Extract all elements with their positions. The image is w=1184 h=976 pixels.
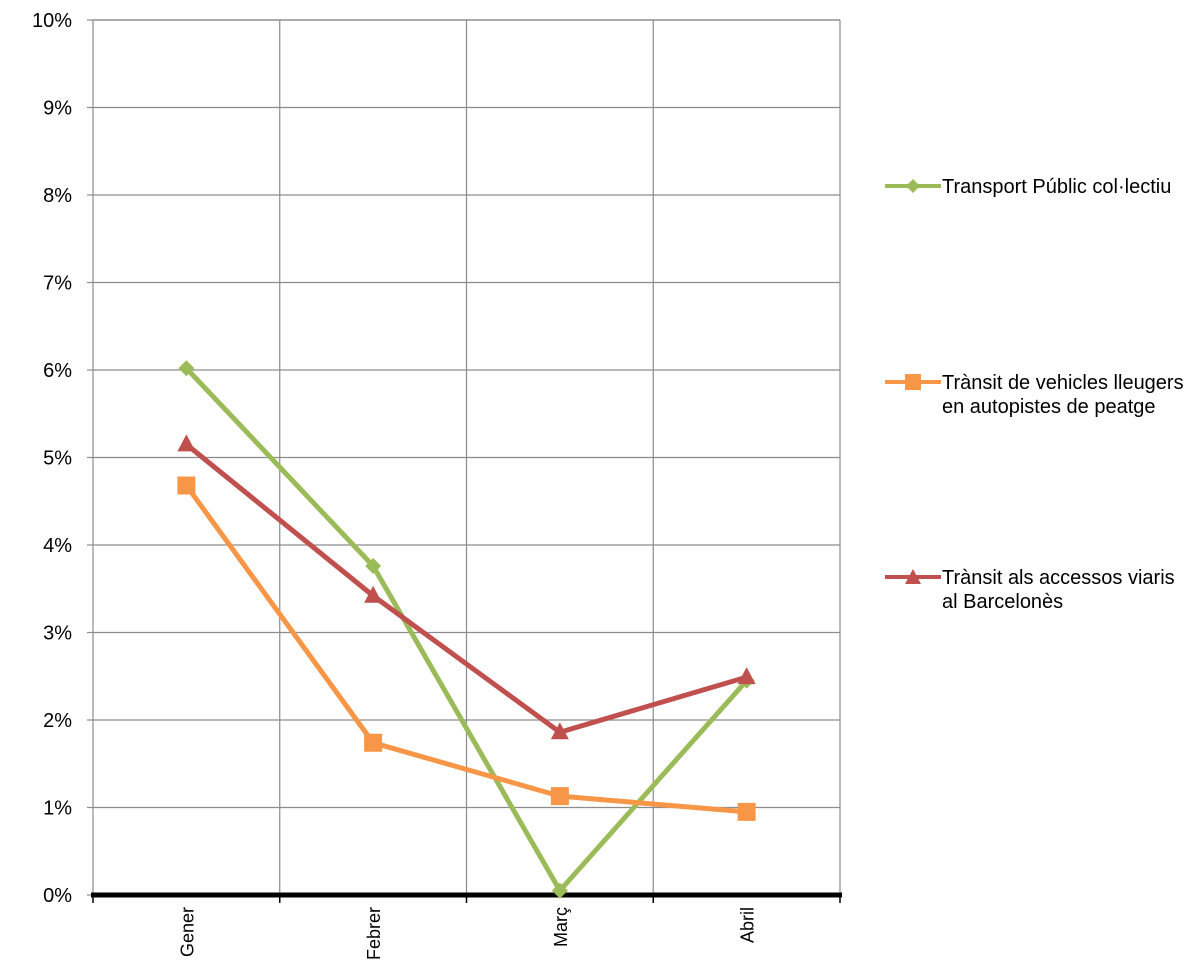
data-point	[551, 882, 568, 899]
data-point	[737, 667, 756, 685]
data-point	[550, 787, 569, 806]
y-tick-label: 9%	[43, 98, 72, 120]
data-point	[365, 558, 382, 574]
data-point	[177, 434, 196, 452]
data-point	[364, 585, 383, 603]
legend-key-accessos	[885, 569, 941, 584]
data-point	[364, 733, 383, 752]
series-line	[184, 442, 748, 735]
y-tick-label: 5%	[43, 448, 72, 470]
data-point	[177, 476, 196, 495]
y-tick-label: 10%	[32, 10, 72, 32]
x-tick-label: Març	[551, 907, 571, 947]
series-line	[184, 366, 749, 894]
y-tick-label: 3%	[43, 623, 72, 645]
legend-label-accessos: Trànsit als accessos viaris al Barcelonè…	[942, 567, 1175, 613]
y-tick-label: 1%	[43, 798, 72, 820]
legend-key-transport-public	[885, 179, 941, 193]
legend-label-transport-public: Transport Públic col·lectiu	[942, 176, 1172, 198]
y-tick-label: 4%	[43, 535, 72, 557]
legend: Transport Públic col·lectiu Trànsit de v…	[885, 0, 1184, 971]
y-tick-label: 8%	[43, 185, 72, 207]
x-tick-label: Gener	[177, 907, 197, 957]
legend-label-autopistes: Trànsit de vehicles lleugers en autopist…	[942, 372, 1184, 418]
data-point	[178, 360, 195, 377]
data-point	[737, 802, 756, 821]
y-tick-label: 6%	[43, 360, 72, 382]
x-tick-label: Febrer	[364, 907, 384, 960]
x-tick-label: Abril	[738, 907, 758, 943]
y-tick-label: 2%	[43, 710, 72, 732]
series-line	[184, 484, 747, 815]
data-point	[550, 722, 569, 740]
legend-key-autopistes	[885, 374, 941, 390]
y-tick-label: 7%	[43, 273, 72, 295]
y-tick-label: 0%	[43, 885, 72, 907]
